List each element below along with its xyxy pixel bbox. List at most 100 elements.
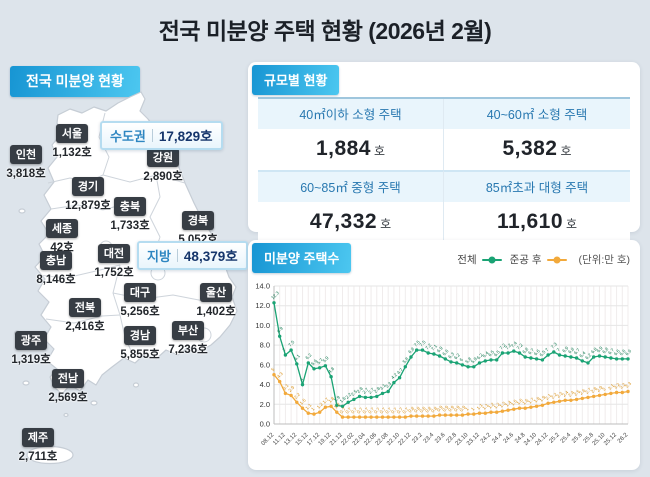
x-tick-label: 24.12	[535, 432, 550, 447]
data-label: 1.5	[510, 398, 518, 406]
map-region-value: 1,733호	[110, 220, 150, 232]
x-tick-label: 24.2	[480, 432, 493, 445]
data-label: 0.7	[379, 406, 387, 414]
map-region-badge: 경남	[123, 326, 157, 345]
size-cell-label: 40~60㎡ 소형 주택	[444, 99, 630, 129]
data-label: 6	[459, 357, 465, 363]
map-region-인천: 인천 3,818호	[0, 145, 71, 181]
data-label: 6.2	[304, 352, 312, 360]
data-label: 2.4	[567, 389, 575, 397]
map-region-value: 1,132호	[52, 147, 92, 159]
data-label: 3.3	[624, 381, 632, 389]
data-label: 7.5	[413, 339, 421, 347]
data-label: 1.6	[521, 397, 529, 405]
map-region-울산: 울산 1,402호	[171, 283, 261, 319]
map-region-value: 5,855호	[120, 349, 160, 361]
data-label: 6.5	[539, 349, 547, 357]
map-region-전남: 전남 2,569호	[23, 369, 113, 405]
data-label: 7.2	[424, 342, 432, 350]
size-cell-label: 40㎡이하 소형 주택	[258, 99, 444, 129]
data-label: 6.4	[481, 350, 489, 358]
data-label: 5.7	[316, 357, 324, 365]
data-label: 2.8	[373, 386, 381, 394]
x-tick-label: 22.12	[398, 432, 413, 447]
data-label: 2.2	[344, 391, 352, 399]
map-region-badge: 대전	[97, 244, 131, 263]
data-label: 1.1	[481, 402, 489, 410]
data-label: 6.8	[521, 346, 529, 354]
size-cell-value: 47,332 호	[258, 202, 444, 243]
map-region-badge: 전남	[51, 369, 85, 388]
data-label: 2.4	[561, 389, 569, 397]
map-region-badge: 광주	[14, 331, 48, 350]
size-cell-value: 1,884 호	[258, 129, 444, 170]
data-label: 0.7	[390, 406, 398, 414]
legend-marker-total	[481, 256, 502, 263]
y-tick-label: 6.0	[260, 360, 270, 369]
data-label: 3	[601, 386, 607, 392]
data-label: 6.2	[584, 352, 592, 360]
map-region-badge: 충남	[39, 251, 73, 270]
size-table: 40㎡이하 소형 주택 40~60㎡ 소형 주택 1,884 호 5,382 호 6…	[258, 97, 630, 245]
map-region-value: 2,890호	[143, 171, 183, 183]
size-cell-value: 11,610 호	[444, 202, 630, 243]
map-region-강원: 강원 2,890호	[118, 148, 208, 184]
data-label: 0.7	[362, 406, 370, 414]
map-region-value: 5,256호	[120, 306, 160, 318]
data-label: 3.1	[607, 383, 615, 391]
map-region-value: 12,879호	[65, 200, 111, 212]
map-region-value: 2,569호	[48, 392, 88, 404]
chart-unit-note: (단위:만 호)	[578, 254, 630, 266]
data-label: 7.1	[430, 343, 438, 351]
data-label: 2.1	[544, 392, 552, 400]
y-tick-label: 10.0	[255, 321, 270, 330]
legend-item-total: 전체	[457, 252, 502, 267]
data-label: 2.3	[556, 390, 564, 398]
data-label: 6.6	[624, 348, 632, 356]
data-label: 6.8	[590, 346, 598, 354]
data-label: 7.2	[499, 342, 507, 350]
data-label: 7.3	[550, 341, 558, 349]
data-label: 0.9	[453, 404, 461, 412]
data-label: 6.5	[487, 349, 495, 357]
data-label: 5	[270, 367, 276, 373]
map-region-badge: 충북	[113, 197, 147, 216]
data-label: 1.1	[476, 402, 484, 410]
map-region-value: 1,402호	[196, 306, 236, 318]
data-label: 0.7	[350, 406, 358, 414]
data-label: 7.5	[287, 339, 295, 347]
data-label: 0.9	[436, 404, 444, 412]
map-region-badge: 서울	[55, 124, 89, 143]
data-label: 2.7	[362, 387, 370, 395]
map-region-value: 2,711호	[18, 451, 58, 463]
data-label: 5.6	[310, 358, 318, 366]
data-label: 4.7	[396, 367, 404, 375]
data-label: 1.2	[493, 401, 501, 409]
data-label: 0.8	[419, 405, 427, 413]
data-label: 7	[282, 347, 288, 353]
size-panel: 규모별 현황 40㎡이하 소형 주택 40~60㎡ 소형 주택 1,884 호 5…	[248, 62, 640, 245]
map-region-대구: 대구 5,256호	[95, 283, 185, 319]
data-label: 1.2	[487, 401, 495, 409]
legend-item-completed: 준공 후	[510, 252, 567, 267]
data-label: 2.8	[590, 386, 598, 394]
data-label: 7.5	[419, 339, 427, 347]
map-region-광주: 광주 1,319호	[0, 331, 76, 367]
summary-badge-수도권: 수도권 17,829호	[100, 121, 223, 150]
data-label: 0.9	[459, 404, 467, 412]
data-label: 5.8	[401, 356, 409, 364]
data-label: 7.2	[504, 342, 512, 350]
map-region-badge: 인천	[9, 145, 43, 164]
map-region-충북: 충북 1,733호	[85, 197, 175, 233]
data-label: 6.6	[441, 348, 449, 356]
size-cell-label: 85㎡초과 대형 주택	[444, 170, 630, 202]
data-label: 1.8	[327, 395, 335, 403]
map-region-경남: 경남 5,855호	[95, 326, 185, 362]
map-region-대전: 대전 1,752호	[69, 244, 159, 280]
data-label: 6.4	[578, 350, 586, 358]
map-region-value: 8,146호	[36, 274, 76, 286]
data-label: 6.2	[453, 352, 461, 360]
data-label: 2.2	[550, 391, 558, 399]
size-panel-title: 규모별 현황	[252, 65, 340, 95]
map-region-badge: 부산	[171, 321, 205, 340]
